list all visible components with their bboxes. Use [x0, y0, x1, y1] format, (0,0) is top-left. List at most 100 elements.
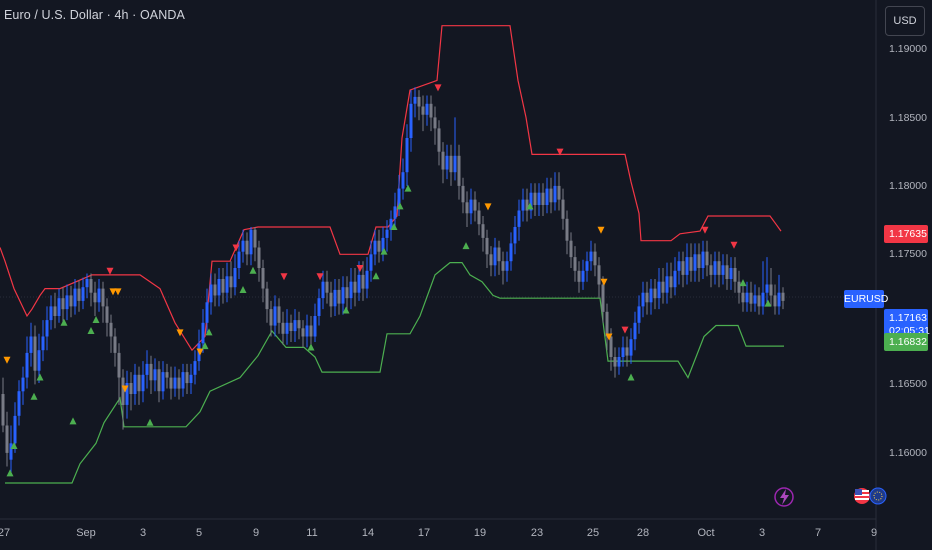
candle — [305, 314, 309, 348]
buy-signal-marker — [342, 306, 350, 314]
eu-flag-icon[interactable] — [869, 487, 887, 505]
candle — [773, 284, 777, 315]
candle-body — [357, 274, 361, 293]
candle-body — [1, 394, 5, 426]
candle — [541, 183, 545, 216]
candle — [617, 347, 621, 375]
candle-body — [217, 279, 221, 296]
candle-body — [261, 268, 265, 289]
buy-signal-marker — [404, 184, 412, 192]
candle — [261, 259, 265, 303]
buy-signal-marker — [6, 469, 14, 477]
candle-body — [557, 185, 561, 200]
candle — [85, 273, 89, 299]
candle-body — [121, 377, 125, 405]
candle — [729, 257, 733, 290]
candle-body — [505, 261, 509, 271]
sell-signal-marker — [730, 241, 738, 249]
candle — [401, 158, 405, 200]
candle — [389, 210, 393, 241]
candle-body — [705, 251, 709, 266]
candle-body — [445, 155, 449, 170]
candle-body — [673, 270, 677, 288]
candle-body — [181, 372, 185, 389]
candle-body — [161, 372, 165, 392]
candle-body — [313, 316, 317, 337]
candle — [709, 254, 713, 288]
candle — [17, 380, 21, 426]
candle-body — [225, 276, 229, 293]
candle-body — [593, 251, 597, 266]
warn-signal-marker — [605, 333, 613, 341]
candle — [601, 276, 605, 323]
sell-signal-marker — [232, 244, 240, 252]
candle — [393, 192, 397, 230]
candle — [121, 369, 125, 430]
candle-body — [549, 188, 553, 203]
warn-signal-marker — [484, 203, 492, 211]
candle-body — [661, 281, 665, 293]
candle — [433, 106, 437, 145]
candle-body — [105, 306, 109, 323]
candle — [577, 261, 581, 293]
sell-signal-marker — [701, 226, 709, 234]
candle-body — [457, 155, 461, 186]
candle — [597, 257, 601, 299]
currency-button[interactable]: USD — [885, 6, 925, 36]
candle — [509, 232, 513, 271]
time-tick-label: 14 — [361, 527, 375, 539]
candle — [101, 281, 105, 323]
candle — [269, 300, 273, 337]
candle-body — [541, 192, 545, 205]
sell-signal-marker — [280, 273, 288, 281]
candle-body — [73, 288, 77, 307]
candle-body — [301, 328, 305, 337]
buy-signal-marker — [396, 202, 404, 210]
candle — [557, 172, 561, 211]
candle-body — [601, 284, 605, 312]
candle — [689, 243, 693, 282]
candle — [257, 240, 261, 282]
candle — [65, 284, 69, 321]
candle — [573, 246, 577, 282]
candle-body — [157, 369, 161, 392]
candle-body — [741, 292, 745, 303]
candle — [409, 90, 413, 152]
candle-body — [513, 227, 517, 244]
candle — [665, 262, 669, 304]
candle — [469, 188, 473, 225]
candle — [153, 358, 157, 392]
candle — [645, 281, 649, 315]
candle — [325, 270, 329, 304]
candle — [333, 279, 337, 316]
candle-body — [253, 229, 257, 248]
candle-body — [569, 240, 573, 258]
candle — [777, 274, 781, 315]
candle — [705, 240, 709, 277]
candle — [341, 276, 345, 315]
candle — [593, 243, 597, 277]
candle — [165, 363, 169, 389]
candle-body — [537, 192, 541, 205]
candle — [605, 303, 609, 351]
candle — [181, 363, 185, 397]
candle — [697, 243, 701, 282]
candle-body — [329, 292, 333, 307]
sell-signal-marker — [356, 265, 364, 273]
time-tick-label: 19 — [473, 527, 487, 539]
buy-signal-marker — [739, 279, 747, 287]
candle — [765, 257, 769, 307]
us-flag-icon[interactable] — [854, 488, 870, 504]
candle — [353, 268, 357, 307]
candle — [473, 191, 477, 222]
candle-body — [361, 274, 365, 289]
candle-body — [725, 265, 729, 279]
time-tick-label: 28 — [636, 527, 650, 539]
candle-body — [237, 251, 241, 268]
candle-body — [765, 284, 769, 293]
lightning-icon[interactable] — [774, 487, 794, 507]
candle-body — [17, 391, 21, 416]
price-tick-label: 1.19000 — [889, 43, 927, 55]
candle-body — [749, 292, 753, 304]
